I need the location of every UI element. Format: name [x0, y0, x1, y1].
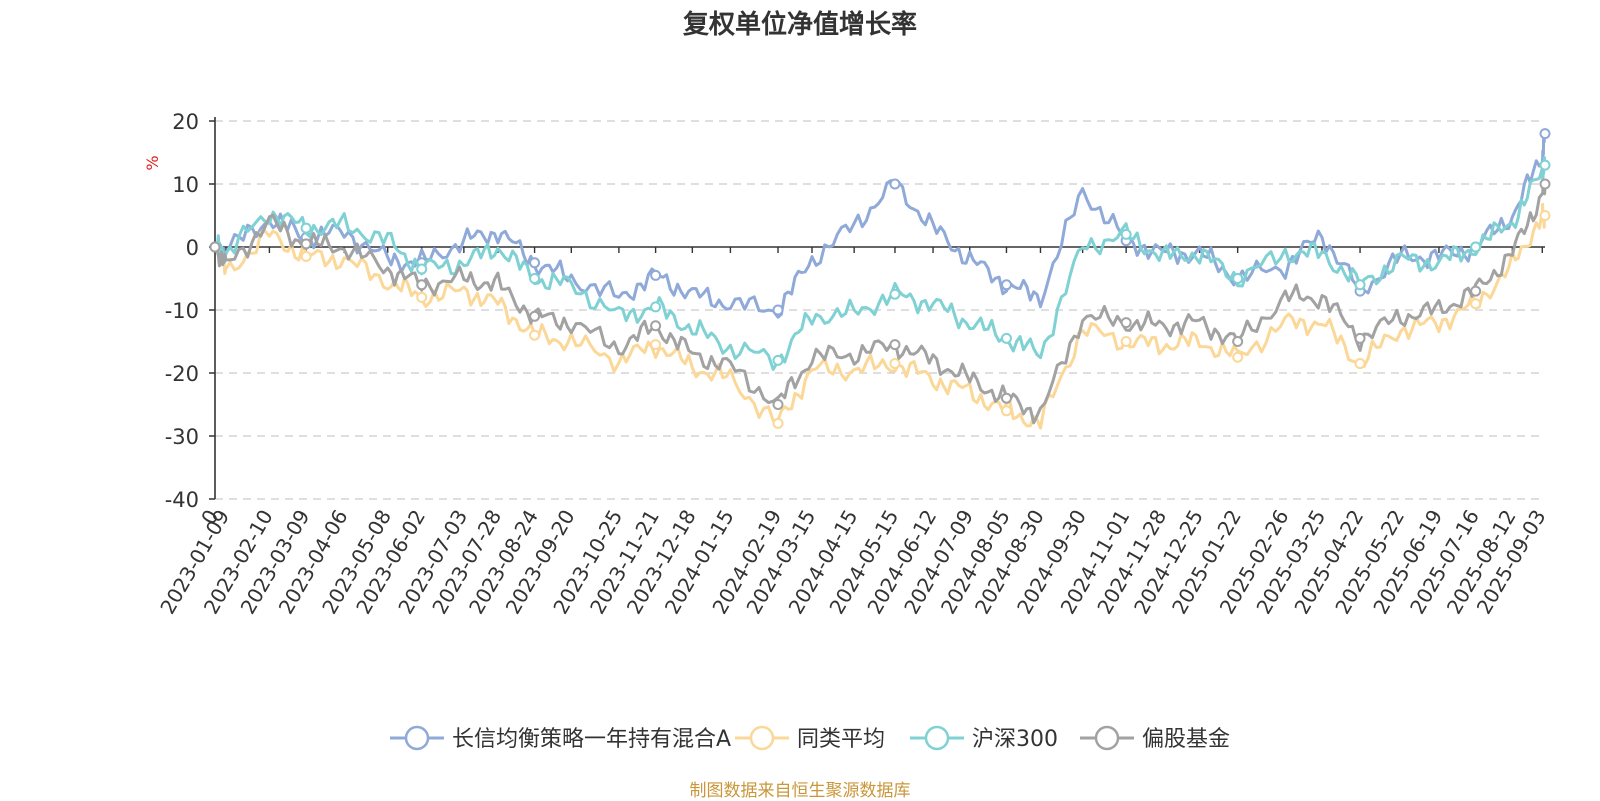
series-point [1354, 332, 1366, 344]
series-point [416, 291, 428, 303]
series-point [1470, 298, 1482, 310]
series-point [416, 263, 428, 275]
series-point [650, 320, 662, 332]
series-point [1120, 317, 1132, 329]
series-point [529, 329, 541, 341]
series-point [1232, 273, 1244, 284]
y-tick-label: 20 [172, 110, 199, 134]
series-3 [209, 156, 1551, 371]
legend-item: 长信均衡策略一年持有混合A [390, 725, 731, 752]
series-point [1000, 332, 1012, 344]
y-tick-label: -20 [165, 362, 199, 386]
series-point [772, 304, 784, 316]
y-tick-label: 10 [172, 173, 199, 197]
legend-label: 偏股基金 [1142, 727, 1230, 752]
series-point [772, 399, 784, 410]
series-point [772, 354, 784, 366]
legend-label: 沪深300 [972, 727, 1058, 752]
series-point [1232, 351, 1244, 363]
series-point [650, 301, 662, 313]
series-line [213, 202, 1547, 430]
series-point [889, 358, 901, 370]
series-point [889, 339, 901, 351]
series-2 [209, 202, 1551, 430]
series-1 [209, 128, 1551, 319]
series-point [1354, 279, 1366, 291]
series-point [650, 269, 662, 281]
legend-label: 长信均衡策略一年持有混合A [452, 727, 731, 752]
legend-swatch-marker [749, 725, 775, 751]
series-point [1470, 241, 1482, 253]
series-point [1539, 178, 1551, 190]
series-point [772, 417, 784, 429]
legend-item: 偏股基金 [1080, 725, 1230, 752]
series-point [1000, 279, 1012, 291]
series-point [529, 257, 541, 269]
series-point [889, 288, 901, 300]
series-point [1354, 358, 1366, 370]
series-point [1539, 210, 1551, 221]
series-point [300, 250, 312, 262]
y-tick-label: -30 [165, 425, 199, 449]
series-point [1539, 159, 1551, 171]
y-tick-label: -10 [165, 299, 199, 323]
legend-item: 同类平均 [735, 725, 885, 752]
legend-swatch-marker [404, 725, 430, 751]
legend-swatch-marker [924, 725, 950, 751]
series-point [1539, 128, 1551, 140]
legend-item: 沪深300 [910, 725, 1058, 752]
legend-label: 同类平均 [797, 727, 885, 752]
series-point [529, 310, 541, 322]
series-point [1470, 285, 1482, 297]
series-point [209, 241, 221, 253]
series-point [300, 222, 312, 234]
series-point [1000, 405, 1012, 417]
series-4 [209, 178, 1551, 425]
series-point [1000, 392, 1012, 404]
series-point [1232, 336, 1244, 347]
series-line [214, 128, 1547, 319]
y-axis-label: % [143, 155, 162, 170]
series-point [889, 178, 901, 190]
chart-title: 复权单位净值增长率 [682, 10, 917, 40]
series-point [416, 279, 428, 291]
series-point [529, 273, 541, 284]
legend-swatch-marker [1094, 725, 1120, 751]
y-tick-label: 0 [186, 236, 199, 260]
series-point [1120, 228, 1132, 240]
series-point [300, 238, 312, 250]
series-point [650, 339, 662, 351]
y-tick-label: -40 [165, 488, 199, 512]
source-note: 制图数据来自恒生聚源数据库 [689, 781, 911, 801]
series-point [1120, 336, 1132, 347]
